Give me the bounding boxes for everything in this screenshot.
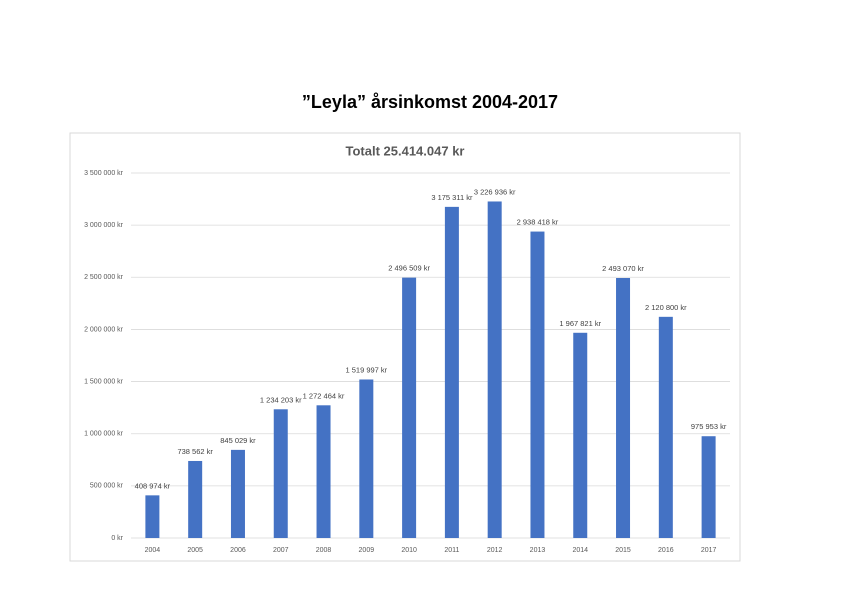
x-tick-label: 2008 (316, 547, 332, 554)
y-tick-label: 1 000 000 kr (84, 431, 124, 438)
value-label: 975 953 kr (691, 422, 727, 431)
bar (273, 409, 288, 538)
chart-title: Totalt 25.414.047 kr (346, 143, 465, 158)
x-tick-label: 2005 (187, 547, 203, 554)
bar (573, 332, 588, 538)
x-tick-label: 2015 (615, 547, 631, 554)
bar (188, 460, 203, 538)
y-tick-label: 2 500 000 kr (84, 274, 124, 281)
value-label: 2 120 800 kr (645, 303, 687, 312)
x-tick-label: 2016 (658, 547, 674, 554)
x-tick-label: 2007 (273, 547, 289, 554)
value-label: 2 493 070 kr (602, 264, 644, 273)
x-tick-label: 2012 (487, 547, 503, 554)
bar (530, 231, 545, 538)
value-label: 738 562 kr (177, 447, 213, 456)
x-tick-label: 2013 (530, 547, 546, 554)
value-label: 3 175 311 kr (431, 193, 473, 202)
value-label: 408 974 kr (135, 481, 171, 490)
value-label: 2 496 509 kr (388, 264, 430, 273)
page-title: ”Leyla” årsinkomst 2004-2017 (302, 92, 558, 112)
bar (316, 405, 331, 538)
bar (230, 449, 245, 538)
x-tick-label: 2010 (401, 547, 417, 554)
bar (402, 277, 417, 538)
bar (145, 495, 160, 538)
bar (359, 379, 374, 538)
y-tick-label: 0 kr (111, 535, 123, 542)
value-label: 2 938 418 kr (517, 218, 559, 227)
x-tick-label: 2004 (145, 547, 161, 554)
y-tick-label: 500 000 kr (90, 483, 124, 490)
x-tick-label: 2014 (572, 547, 588, 554)
y-tick-label: 2 000 000 kr (84, 326, 124, 333)
y-tick-label: 3 500 000 kr (84, 170, 124, 177)
value-label: 1 519 997 kr (345, 365, 387, 374)
bar (701, 436, 716, 538)
x-tick-label: 2006 (230, 547, 246, 554)
bar (444, 206, 459, 539)
value-label: 845 029 kr (220, 436, 256, 445)
bar (616, 278, 631, 538)
value-label: 1 234 203 kr (260, 395, 302, 404)
x-tick-label: 2009 (359, 547, 375, 554)
x-tick-label: 2011 (444, 547, 459, 554)
bar (487, 201, 502, 538)
value-label: 3 226 936 kr (474, 187, 516, 196)
bar (658, 316, 673, 538)
y-tick-label: 3 000 000 kr (84, 222, 124, 229)
value-label: 1 967 821 kr (559, 319, 601, 328)
y-tick-label: 1 500 000 kr (84, 378, 124, 385)
value-label: 1 272 464 kr (303, 391, 345, 400)
x-tick-label: 2017 (701, 547, 717, 554)
